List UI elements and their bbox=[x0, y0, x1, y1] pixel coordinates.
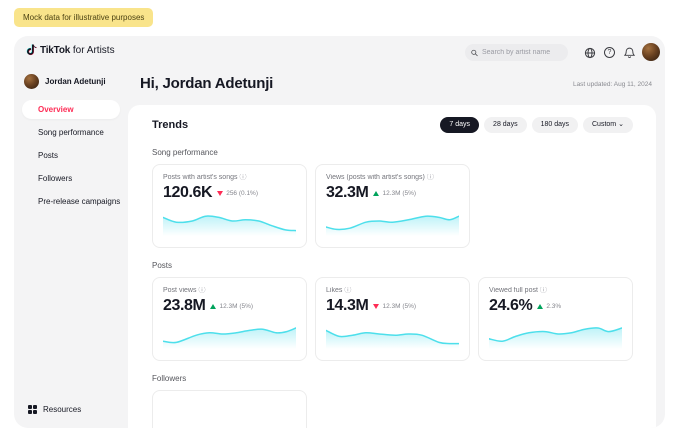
page: { "banner": { "text": "Mock data for ill… bbox=[14, 8, 665, 428]
metric-value: 14.3M bbox=[326, 297, 369, 314]
sidebar-item-posts[interactable]: Posts bbox=[38, 151, 59, 160]
tiktok-note-icon bbox=[26, 44, 37, 56]
profile-avatar bbox=[24, 74, 39, 89]
metric-change: 256 (0.1%) bbox=[217, 190, 258, 197]
metric-change: 12.3M (5%) bbox=[373, 190, 416, 197]
section-title: Followers bbox=[152, 374, 187, 383]
metric-card[interactable]: Viewed full post ⓘ 24.6% 2.3% bbox=[478, 277, 633, 361]
last-updated: Last updated: Aug 11, 2024 bbox=[572, 81, 652, 88]
metric-change: 12.3M (5%) bbox=[373, 303, 416, 310]
app-window: TikTok for Artists ? bbox=[14, 36, 665, 428]
metric-card[interactable]: Views (posts with artist's songs) ⓘ 32.3M 1… bbox=[315, 164, 470, 248]
range-tab-custom[interactable]: Custom ⌄ bbox=[583, 117, 633, 133]
metric-label: Viewed full post ⓘ bbox=[489, 287, 547, 294]
metric-value: 24.6% bbox=[489, 297, 533, 314]
info-icon[interactable]: ⓘ bbox=[539, 287, 547, 294]
metric-change: 12.3M (5%) bbox=[210, 303, 253, 310]
sidebar-item-followers[interactable]: Followers bbox=[38, 174, 73, 183]
metric-value: 23.8M bbox=[163, 297, 206, 314]
card-row: Posts with artist's songs ⓘ 120.6K 256 (0.1… bbox=[152, 164, 633, 248]
search-bar[interactable] bbox=[465, 44, 568, 61]
logo-text: TikTok for Artists bbox=[40, 45, 115, 56]
main-header: Hi, Jordan Adetunji Last updated: Aug 11… bbox=[128, 68, 665, 105]
metric-value: 120.6K bbox=[163, 184, 213, 201]
sidebar-item-resources[interactable]: Resources bbox=[28, 405, 81, 414]
sidebar-profile[interactable]: Jordan Adetunji bbox=[24, 74, 106, 89]
metric-card[interactable] bbox=[152, 390, 307, 428]
top-header: TikTok for Artists ? bbox=[14, 36, 665, 68]
metric-card[interactable]: Post views ⓘ 23.8M 12.3M (5%) bbox=[152, 277, 307, 361]
range-tab-7-days[interactable]: 7 days bbox=[440, 117, 480, 133]
metric-label: Posts with artist's songs ⓘ bbox=[163, 174, 247, 181]
tiktok-logo[interactable]: TikTok for Artists bbox=[26, 44, 115, 57]
profile-name: Jordan Adetunji bbox=[45, 77, 106, 86]
metric-card[interactable]: Likes ⓘ 14.3M 12.3M (5%) bbox=[315, 277, 470, 361]
sidebar: Jordan Adetunji Overview Song performanc… bbox=[14, 68, 128, 428]
section-title: Posts bbox=[152, 261, 173, 270]
metric-label: Likes ⓘ bbox=[326, 287, 352, 294]
info-icon[interactable]: ⓘ bbox=[344, 287, 352, 294]
user-avatar[interactable] bbox=[642, 43, 660, 61]
trend-up-icon bbox=[537, 303, 544, 309]
card-row bbox=[152, 390, 633, 428]
sparkline-chart bbox=[326, 215, 459, 236]
metric-label: Views (posts with artist's songs) ⓘ bbox=[326, 174, 434, 181]
sidebar-item-pre-release-campaigns[interactable]: Pre-release campaigns bbox=[38, 197, 121, 206]
info-icon[interactable]: ⓘ bbox=[426, 174, 434, 181]
metric-sections: Song performance Posts with artist's song… bbox=[152, 148, 633, 428]
bell-icon[interactable] bbox=[623, 46, 636, 59]
card-row: Post views ⓘ 23.8M 12.3M (5%) Likes ⓘ 14.3M 12.… bbox=[152, 277, 633, 361]
trend-up-icon bbox=[210, 303, 217, 309]
metric-card[interactable]: Posts with artist's songs ⓘ 120.6K 256 (0.1… bbox=[152, 164, 307, 248]
date-range-tabs: 7 days 28 days 180 days Custom ⌄ bbox=[440, 117, 633, 133]
sparkline-chart bbox=[489, 327, 622, 349]
trend-down-icon bbox=[373, 303, 380, 309]
metric-change: 2.3% bbox=[537, 303, 561, 310]
chevron-down-icon: ⌄ bbox=[618, 120, 624, 128]
metric-label: Post views ⓘ bbox=[163, 287, 206, 294]
search-input[interactable] bbox=[482, 49, 562, 56]
range-tab-180-days[interactable]: 180 days bbox=[531, 117, 578, 133]
info-icon[interactable]: ⓘ bbox=[239, 174, 247, 181]
sidebar-nav: Overview Song performance Posts Follower… bbox=[22, 100, 120, 211]
sparkline-chart bbox=[163, 215, 296, 236]
help-icon[interactable]: ? bbox=[603, 46, 616, 59]
range-tab-28-days[interactable]: 28 days bbox=[484, 117, 527, 133]
mock-data-banner: Mock data for illustrative purposes bbox=[14, 8, 154, 27]
globe-icon[interactable] bbox=[583, 46, 596, 59]
trend-down-icon bbox=[217, 190, 224, 196]
trend-up-icon bbox=[373, 190, 380, 196]
sparkline-chart bbox=[326, 329, 459, 349]
search-icon bbox=[471, 49, 478, 56]
info-icon[interactable]: ⓘ bbox=[198, 287, 206, 294]
section-title: Song performance bbox=[152, 148, 218, 157]
trends-panel: Trends 7 days 28 days 180 days Custom ⌄ … bbox=[128, 105, 656, 428]
trends-title: Trends bbox=[152, 119, 189, 131]
sidebar-item-song-performance[interactable]: Song performance bbox=[38, 128, 104, 137]
page-title: Hi, Jordan Adetunji bbox=[140, 75, 274, 92]
metric-value: 32.3M bbox=[326, 184, 369, 201]
grid-icon bbox=[28, 405, 37, 414]
sidebar-item-overview[interactable]: Overview bbox=[22, 100, 120, 119]
sparkline-chart bbox=[163, 327, 296, 349]
